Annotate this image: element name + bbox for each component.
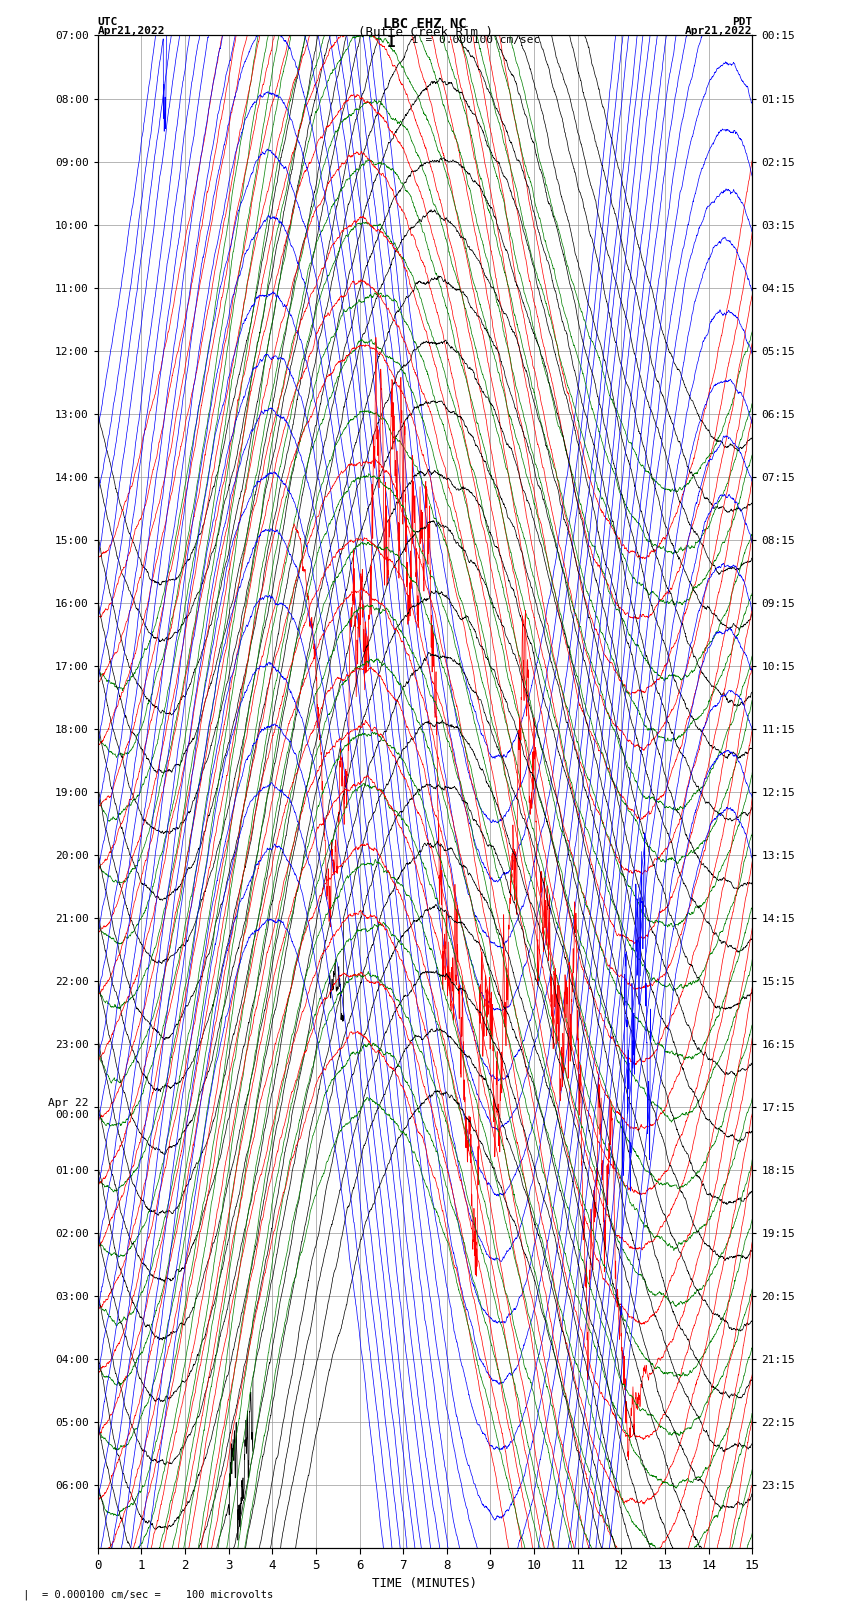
- Text: UTC: UTC: [98, 18, 118, 27]
- Text: (Butte Creek Rim ): (Butte Creek Rim ): [358, 26, 492, 39]
- Text: Apr21,2022: Apr21,2022: [685, 26, 752, 35]
- Text: LBC EHZ NC: LBC EHZ NC: [383, 18, 467, 31]
- Text: I: I: [387, 35, 395, 50]
- X-axis label: TIME (MINUTES): TIME (MINUTES): [372, 1578, 478, 1590]
- Text: |  = 0.000100 cm/sec =    100 microvolts: | = 0.000100 cm/sec = 100 microvolts: [17, 1589, 273, 1600]
- Text: Apr21,2022: Apr21,2022: [98, 26, 165, 35]
- Text: PDT: PDT: [732, 18, 752, 27]
- Text: I = 0.000100 cm/sec: I = 0.000100 cm/sec: [412, 35, 541, 45]
